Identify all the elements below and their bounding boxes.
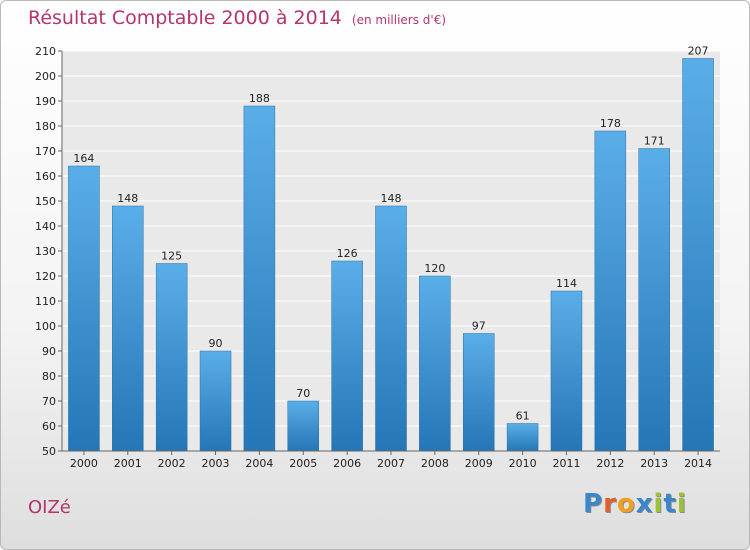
x-tick-label: 2006 xyxy=(333,457,361,470)
chart-title: Résultat Comptable 2000 à 2014 (en millie… xyxy=(28,7,446,29)
bar-2004 xyxy=(243,105,276,452)
value-label: 97 xyxy=(472,320,486,333)
y-tick-label: 60 xyxy=(42,420,56,433)
logo-letter: r xyxy=(603,489,617,519)
value-label: 148 xyxy=(381,192,402,205)
x-tick-label: 2007 xyxy=(377,457,405,470)
value-label: 120 xyxy=(424,262,445,275)
y-tick-label: 140 xyxy=(35,220,56,233)
x-tick-label: 2010 xyxy=(509,457,537,470)
chart-title-text: Résultat Comptable 2000 à 2014 xyxy=(28,7,342,29)
value-label: 188 xyxy=(249,92,270,105)
value-label: 90 xyxy=(209,337,223,350)
x-tick-label: 2008 xyxy=(421,457,449,470)
bar-2003 xyxy=(199,350,232,452)
bar-2002 xyxy=(155,263,188,452)
bar-2000 xyxy=(68,165,100,452)
logo-letter: P xyxy=(583,489,604,519)
y-tick-label: 100 xyxy=(35,320,56,333)
bar-2012 xyxy=(594,130,627,452)
y-tick-label: 200 xyxy=(35,70,56,83)
y-tick-label: 170 xyxy=(35,145,56,158)
value-label: 70 xyxy=(296,387,310,400)
value-label: 171 xyxy=(644,135,665,148)
bar-2013 xyxy=(638,148,670,452)
y-tick-label: 160 xyxy=(35,170,56,183)
bar-2010 xyxy=(506,423,539,452)
value-label: 164 xyxy=(73,152,94,165)
x-tick-label: 2001 xyxy=(114,457,142,470)
bar-2009 xyxy=(462,333,495,452)
bar-2005 xyxy=(287,400,320,452)
y-tick-label: 50 xyxy=(42,445,56,458)
x-tick-label: 2005 xyxy=(289,457,317,470)
y-tick-label: 80 xyxy=(42,370,56,383)
y-tick-label: 70 xyxy=(42,395,56,408)
bar-2006 xyxy=(331,260,363,452)
logo-letter: o xyxy=(616,489,636,519)
x-tick-label: 2009 xyxy=(465,457,493,470)
value-label: 207 xyxy=(688,45,709,58)
value-label: 178 xyxy=(600,117,621,130)
y-tick-label: 120 xyxy=(35,270,56,283)
x-tick-label: 2013 xyxy=(640,457,668,470)
y-tick-label: 90 xyxy=(42,345,56,358)
x-tick-label: 2011 xyxy=(552,457,580,470)
y-tick-label: 180 xyxy=(35,120,56,133)
y-tick-label: 150 xyxy=(35,195,56,208)
x-tick-label: 2003 xyxy=(202,457,230,470)
bar-2001 xyxy=(112,205,144,452)
bars: 164 148 125 90 188 70 126 148 120 97 61 114 178 171 20… xyxy=(68,45,714,452)
bar-2014 xyxy=(682,58,714,452)
value-label: 61 xyxy=(516,410,530,423)
value-label: 148 xyxy=(117,192,138,205)
x-tick-label: 2014 xyxy=(684,457,712,470)
bar-2011 xyxy=(550,290,583,452)
x-tick-label: 2000 xyxy=(70,457,98,470)
chart-subtitle: (en milliers d'€) xyxy=(351,13,447,27)
value-label: 114 xyxy=(556,277,577,290)
x-tick-label: 2004 xyxy=(245,457,273,470)
value-label: 125 xyxy=(161,250,182,263)
logo-letter: i xyxy=(653,489,664,519)
proxiti-logo: Proxiti xyxy=(583,489,687,519)
commune-name: OIZé xyxy=(28,497,71,518)
y-tick-label: 110 xyxy=(35,295,56,308)
logo-letter: i xyxy=(676,489,687,519)
bar-2008 xyxy=(419,275,451,452)
bar-2007 xyxy=(375,205,407,452)
x-tick-label: 2002 xyxy=(158,457,186,470)
logo-letter: t xyxy=(663,489,677,519)
y-tick-label: 210 xyxy=(35,45,56,58)
logo-letter: x xyxy=(635,489,654,519)
y-tick-label: 190 xyxy=(35,95,56,108)
y-tick-label: 130 xyxy=(35,245,56,258)
value-label: 126 xyxy=(337,247,358,260)
x-tick-label: 2012 xyxy=(596,457,624,470)
axes: 50 60 70 80 90 100 110 120 130 140 150 160 170 180 190… xyxy=(35,45,720,470)
